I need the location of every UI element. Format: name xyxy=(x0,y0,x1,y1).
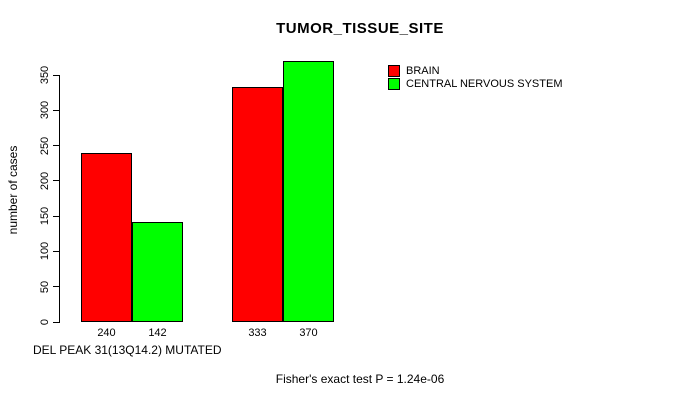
y-axis-tick xyxy=(53,74,59,76)
y-axis-tick-label: 100 xyxy=(39,242,51,261)
bar-brain-group-1 xyxy=(81,153,132,322)
y-axis-tick-label: 150 xyxy=(39,206,51,226)
x-axis-label: DEL PEAK 31(13Q14.2) MUTATED xyxy=(33,343,222,357)
legend-item-brain: BRAIN xyxy=(388,64,562,78)
bar-central-nervous-system-group-2 xyxy=(283,61,334,322)
legend-label-brain: BRAIN xyxy=(406,64,440,77)
y-axis-tick-label: 0 xyxy=(39,318,51,326)
y-axis-label: number of cases xyxy=(6,145,20,235)
fisher-test-annotation: Fisher's exact test P = 1.24e-06 xyxy=(275,372,445,386)
legend-swatch-brain-icon xyxy=(388,64,400,77)
y-axis-tick xyxy=(53,250,59,252)
y-axis-line xyxy=(59,75,60,323)
y-axis-tick xyxy=(53,180,59,182)
y-axis-tick xyxy=(53,321,59,323)
y-axis-tick xyxy=(53,145,59,147)
y-axis-tick xyxy=(53,215,59,217)
y-axis-tick-label: 250 xyxy=(39,136,51,155)
legend-label-central-nervous-system: CENTRAL NERVOUS SYSTEM xyxy=(406,78,563,91)
y-axis-tick-label: 350 xyxy=(39,65,51,85)
y-axis-tick xyxy=(53,109,59,111)
y-axis-tick-label: 300 xyxy=(39,101,51,120)
legend-item-central-nervous-system: CENTRAL NERVOUS SYSTEM xyxy=(388,78,562,92)
y-axis-tick-label: 200 xyxy=(39,171,51,191)
y-axis-tick-label: 50 xyxy=(39,280,51,293)
y-axis-tick xyxy=(53,286,59,288)
legend: BRAIN CENTRAL NERVOUS SYSTEM xyxy=(388,64,562,91)
legend-swatch-central-nervous-system-icon xyxy=(388,78,400,91)
chart-title: TUMOR_TISSUE_SITE xyxy=(276,20,444,37)
bar-value-label: 240 xyxy=(97,327,116,339)
bar-value-label: 370 xyxy=(299,327,318,339)
bar-value-label: 142 xyxy=(148,327,167,339)
bar-value-label: 333 xyxy=(248,327,267,339)
bar-central-nervous-system-group-1 xyxy=(132,222,183,322)
bar-brain-group-2 xyxy=(232,87,283,322)
